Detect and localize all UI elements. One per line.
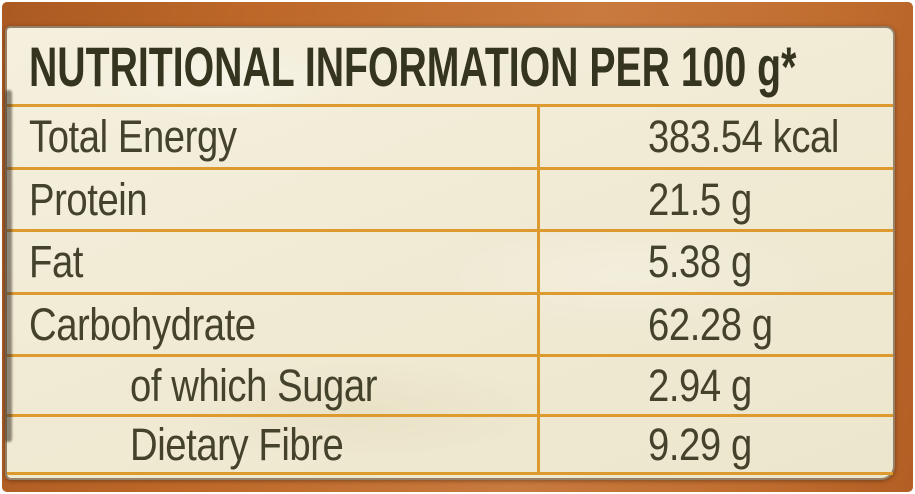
nutrient-name-cell: of which Sugar — [7, 357, 537, 414]
table-row-total-energy: Total Energy 383.54 kcal — [7, 104, 893, 167]
nutrient-name-cell: Fat — [7, 232, 537, 292]
nutrient-name-cell: Protein — [7, 170, 537, 229]
package-edge-shadow — [5, 90, 12, 442]
nutrient-value-cell: 5.38 g — [537, 232, 893, 292]
table-title: NUTRITIONAL INFORMATION PER 100 g* — [29, 34, 797, 98]
nutrient-name-cell: Dietary Fibre — [7, 417, 537, 472]
nutrient-value-cell: 2.94 g — [537, 357, 893, 414]
nutrient-name: Dietary Fibre — [130, 418, 344, 470]
nutrient-value: 383.54 kcal — [648, 111, 839, 162]
nutrient-name-cell: Total Energy — [7, 107, 537, 167]
nutrient-value: 62.28 g — [648, 298, 773, 350]
table-row-dietary-fibre: Dietary Fibre 9.29 g — [7, 414, 893, 472]
nutrition-label: NUTRITIONAL INFORMATION PER 100 g* Total… — [5, 26, 895, 480]
nutrient-value: 5.38 g — [648, 236, 752, 287]
table-row-of-which-sugar: of which Sugar 2.94 g — [7, 354, 893, 414]
nutrient-value: 21.5 g — [648, 173, 752, 225]
nutrition-table: NUTRITIONAL INFORMATION PER 100 g* Total… — [7, 28, 893, 478]
nutrient-value-cell: 62.28 g — [537, 295, 893, 354]
table-row-protein: Protein 21.5 g — [7, 167, 893, 229]
nutrient-name: Protein — [29, 173, 148, 225]
nutrient-value-cell: 9.29 g — [537, 417, 893, 472]
table-row-fat: Fat 5.38 g — [7, 229, 893, 292]
table-header: NUTRITIONAL INFORMATION PER 100 g* — [7, 28, 893, 104]
table-row-carbohydrate: Carbohydrate 62.28 g — [7, 292, 893, 354]
nutrient-value: 9.29 g — [648, 418, 752, 470]
nutrient-name: Carbohydrate — [29, 298, 256, 350]
nutrient-name-cell: Carbohydrate — [7, 295, 537, 354]
nutrient-value: 2.94 g — [648, 359, 752, 411]
nutrient-value-cell: 383.54 kcal — [537, 107, 893, 167]
nutrient-value-cell: 21.5 g — [537, 170, 893, 229]
nutrient-name: Total Energy — [29, 111, 237, 162]
table-body: Total Energy 383.54 kcal Protein 21.5 g — [7, 104, 893, 475]
nutrient-name: of which Sugar — [130, 359, 378, 411]
nutrient-name: Fat — [29, 236, 84, 287]
